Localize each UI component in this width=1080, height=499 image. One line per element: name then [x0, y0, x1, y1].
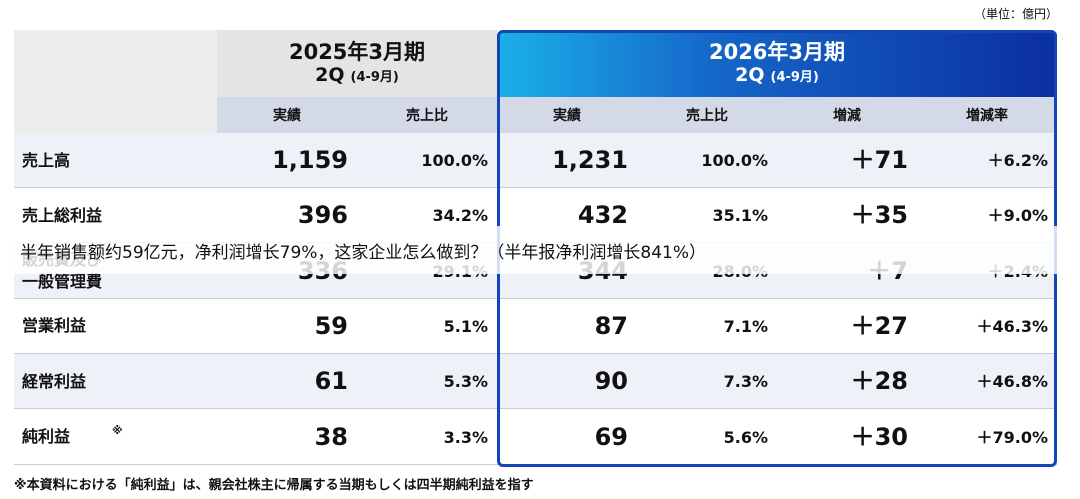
row-label-text: 営業利益	[22, 316, 87, 336]
cell-value: ＋28	[850, 367, 908, 396]
row-label-note: ※	[112, 423, 123, 437]
row-label: 経常利益	[22, 354, 212, 409]
cell-value: 7.3%	[723, 372, 768, 392]
cell-value: ＋30	[850, 422, 908, 451]
row-bg	[14, 133, 1057, 188]
column-header: 売上比	[406, 108, 448, 124]
unit-label: （単位：億円）	[973, 7, 1058, 21]
column-header: 実績	[273, 108, 301, 124]
period-header-bg	[217, 30, 497, 97]
label-header-bg	[14, 30, 217, 133]
row-label-text: 純利益	[22, 427, 71, 446]
period-quarter: 2Q	[315, 64, 345, 86]
column-header-bg	[217, 97, 1057, 133]
column-header: 増減率	[966, 108, 1008, 124]
cell-value: ＋6.2%	[987, 151, 1048, 170]
cell-value: 34.2%	[432, 206, 488, 226]
period-title: 2026年3月期	[708, 40, 846, 64]
period-range: (4-9月)	[770, 70, 819, 85]
cell-value: ＋9.0%	[987, 206, 1048, 226]
row-bg	[14, 409, 1057, 465]
overlay-text: 半年销售额约59亿元，净利润增长79%，这家企业怎么做到？（半年报净利润增长84…	[20, 243, 707, 263]
row-label-text: 売上高	[22, 150, 71, 170]
column-header: 増減	[833, 108, 861, 124]
cell-value: 59	[314, 311, 348, 340]
column-header: 実績	[553, 108, 581, 124]
row-bg	[14, 354, 1057, 410]
cell-value: 3.3%	[443, 427, 488, 447]
cell-value: 61	[314, 367, 348, 396]
cell-value: ＋79.0%	[976, 427, 1048, 447]
column-header: 売上比	[686, 108, 728, 124]
cell-value: ＋46.3%	[976, 316, 1048, 336]
cell-value: 7.1%	[723, 316, 768, 336]
cell-value: 100.0%	[421, 151, 488, 170]
cell-value: 69	[594, 422, 628, 451]
row-label: 売上総利益	[22, 188, 212, 243]
footnote: ※本資料における「純利益」は、親会社株主に帰属する当期もしくは四半期純利益を指す	[14, 478, 534, 493]
row-label-text: 売上総利益	[22, 205, 103, 225]
period-title: 2025年3月期	[288, 40, 426, 64]
period-header-bg	[497, 30, 1057, 97]
cell-value: 38	[314, 422, 348, 451]
cell-value: ＋35	[850, 201, 908, 230]
cell-value: 396	[297, 201, 348, 230]
cell-value: 1,159	[272, 146, 348, 174]
cell-value: 1,231	[552, 146, 628, 174]
cell-value: 35.1%	[712, 206, 768, 226]
row-label-text: 経常利益	[22, 371, 87, 391]
row-bg	[14, 298, 1057, 354]
overlay-band	[14, 226, 1057, 274]
period-quarter-wrap: 2Q (4-9月)	[627, 64, 927, 86]
row-label: 営業利益	[22, 299, 212, 354]
cell-value: 87	[594, 311, 628, 340]
period-quarter: 2Q	[735, 64, 765, 86]
cell-value: 432	[577, 201, 628, 230]
cell-value: 5.1%	[443, 316, 488, 336]
cell-value: 5.3%	[443, 372, 488, 392]
row-label: 純利益 ※	[22, 410, 212, 465]
cell-value: 90	[594, 367, 628, 396]
cell-value: 100.0%	[701, 151, 768, 170]
row-label: 売上高	[22, 133, 212, 188]
period-range: (4-9月)	[350, 70, 399, 85]
cell-value: ＋71	[850, 146, 908, 174]
period-quarter-wrap: 2Q (4-9月)	[207, 64, 507, 86]
cell-value: ＋46.8%	[976, 372, 1048, 392]
cell-value: ＋27	[850, 311, 908, 340]
cell-value: 5.6%	[723, 427, 768, 447]
